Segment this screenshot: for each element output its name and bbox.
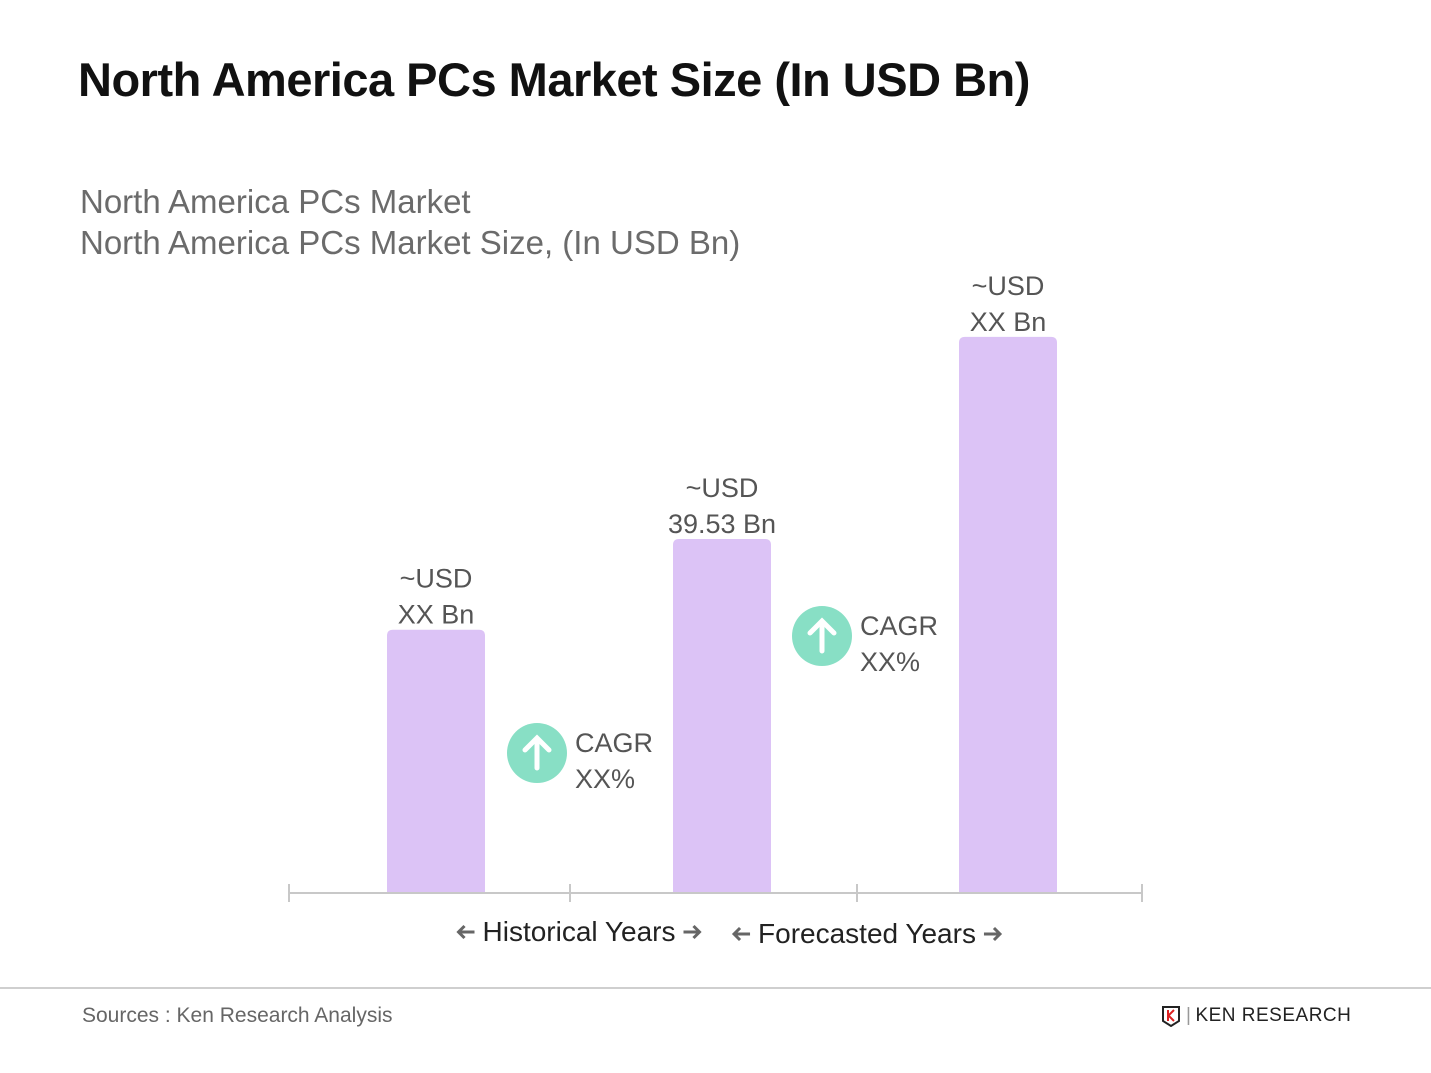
chart-subtitle-2: North America PCs Market Size, (In USD B…: [80, 224, 741, 261]
arrow-left-icon: [731, 926, 751, 942]
arrow-up-icon: [522, 734, 552, 771]
arrow-up-icon: [807, 617, 837, 654]
arrow-right-icon: [983, 926, 1003, 942]
bar-value-label: XX Bn: [398, 600, 475, 630]
bar-value-label: XX Bn: [970, 307, 1047, 337]
cagr-label: CAGR: [860, 611, 938, 641]
arrow-right-icon: [683, 924, 702, 940]
page-title: North America PCs Market Size (In USD Bn…: [78, 53, 1030, 106]
axis-label: Forecasted Years: [758, 918, 976, 949]
footer-divider: [0, 987, 1431, 989]
bar-value-label: 39.53 Bn: [668, 509, 776, 539]
ken-research-logo: | KEN RESEARCH: [1160, 1005, 1351, 1027]
cagr-label: XX%: [860, 647, 920, 677]
chart-subtitle: North America PCs Market: [80, 183, 471, 220]
source-note: Sources : Ken Research Analysis: [82, 1004, 393, 1027]
bar-chart: ~USD XX Bn ~USD 39.53 Bn ~USD XX Bn CAGR XX% CAG…: [288, 271, 1143, 949]
bar: [387, 629, 485, 893]
bar-value-label: ~USD: [686, 473, 759, 503]
bar-value-label: ~USD: [400, 564, 473, 594]
axis-label: Historical Years: [483, 916, 676, 947]
bar: [959, 336, 1057, 893]
logo-text: KEN RESEARCH: [1195, 1005, 1352, 1026]
bar-value-label: ~USD: [972, 271, 1045, 301]
cagr-label: CAGR: [575, 728, 653, 758]
logo-icon: [1162, 1006, 1180, 1027]
cagr-label: XX%: [575, 764, 635, 794]
arrow-left-icon: [456, 924, 475, 940]
bar: [673, 539, 771, 893]
